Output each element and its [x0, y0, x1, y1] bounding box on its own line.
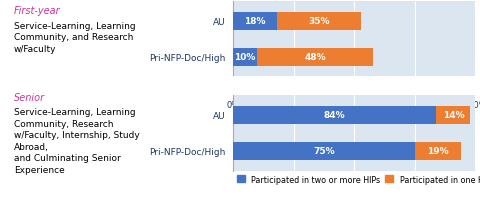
- Bar: [415, 142, 461, 160]
- Bar: [257, 48, 373, 66]
- Bar: [233, 106, 436, 124]
- Text: Service-Learning, Learning
Community, and Research
w/Faculty: Service-Learning, Learning Community, an…: [14, 22, 135, 53]
- Bar: [436, 106, 470, 124]
- Text: 48%: 48%: [304, 53, 326, 62]
- Text: 84%: 84%: [324, 111, 346, 120]
- Text: 10%: 10%: [234, 53, 256, 62]
- Text: Service-Learning, Learning
Community, Research
w/Faculty, Internship, Study
Abro: Service-Learning, Learning Community, Re…: [14, 108, 140, 174]
- Text: 35%: 35%: [308, 17, 330, 26]
- Text: 14%: 14%: [443, 111, 464, 120]
- Text: 19%: 19%: [427, 147, 448, 156]
- Legend: Participated in two or more HIPs, Participated in one HIP: Participated in two or more HIPs, Partic…: [237, 175, 480, 184]
- Text: Senior: Senior: [14, 92, 45, 102]
- Text: 18%: 18%: [244, 17, 265, 26]
- Text: First-year: First-year: [14, 6, 60, 16]
- Bar: [276, 13, 361, 31]
- Bar: [233, 142, 415, 160]
- Bar: [233, 13, 276, 31]
- Bar: [233, 48, 257, 66]
- Text: 75%: 75%: [313, 147, 335, 156]
